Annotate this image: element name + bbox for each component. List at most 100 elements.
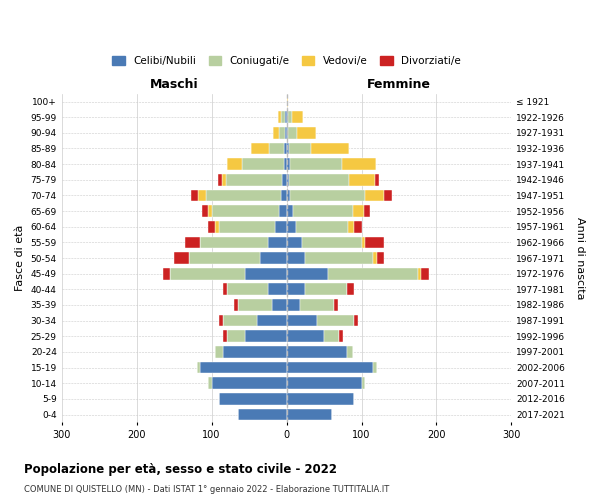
Bar <box>268 236 287 248</box>
Bar <box>305 284 347 295</box>
Bar <box>238 408 287 420</box>
Bar <box>222 174 226 186</box>
Bar <box>273 127 279 138</box>
Bar <box>287 299 300 311</box>
Bar <box>347 346 353 358</box>
Bar <box>238 299 272 311</box>
Bar <box>377 252 384 264</box>
Bar <box>208 221 215 232</box>
Bar <box>285 127 287 138</box>
Bar <box>373 362 377 374</box>
Text: Maschi: Maschi <box>150 78 199 90</box>
Bar <box>287 142 289 154</box>
Bar <box>373 252 377 264</box>
Bar <box>292 112 303 123</box>
Bar <box>284 158 287 170</box>
Bar <box>174 252 189 264</box>
Bar <box>227 284 268 295</box>
Bar <box>288 112 292 123</box>
Bar <box>287 393 354 405</box>
Text: Femmine: Femmine <box>367 78 431 90</box>
Bar <box>418 268 421 280</box>
Bar <box>234 299 238 311</box>
Bar <box>311 142 349 154</box>
Bar <box>296 221 348 232</box>
Bar <box>242 158 284 170</box>
Bar <box>219 221 275 232</box>
Bar <box>189 252 260 264</box>
Bar <box>227 158 242 170</box>
Bar <box>287 112 288 123</box>
Bar <box>365 190 384 202</box>
Bar <box>421 268 429 280</box>
Bar <box>278 112 281 123</box>
Bar <box>364 205 370 217</box>
Bar <box>200 362 287 374</box>
Text: Popolazione per età, sesso e stato civile - 2022: Popolazione per età, sesso e stato civil… <box>24 462 337 475</box>
Bar <box>328 268 418 280</box>
Bar <box>334 299 338 311</box>
Bar <box>353 205 364 217</box>
Bar <box>290 190 365 202</box>
Bar <box>287 158 290 170</box>
Bar <box>269 142 284 154</box>
Bar <box>287 252 305 264</box>
Bar <box>285 112 287 123</box>
Bar <box>287 378 362 389</box>
Bar <box>219 315 223 326</box>
Bar <box>245 330 287 342</box>
Bar <box>287 205 293 217</box>
Bar <box>257 315 287 326</box>
Bar <box>219 393 287 405</box>
Bar <box>287 346 347 358</box>
Bar <box>208 205 212 217</box>
Bar <box>354 315 358 326</box>
Bar <box>215 346 223 358</box>
Bar <box>324 330 339 342</box>
Y-axis label: Fasce di età: Fasce di età <box>15 225 25 291</box>
Bar <box>212 378 287 389</box>
Bar <box>347 284 354 295</box>
Bar <box>362 378 365 389</box>
Bar <box>163 268 170 280</box>
Legend: Celibi/Nubili, Coniugati/e, Vedovi/e, Divorziati/e: Celibi/Nubili, Coniugati/e, Vedovi/e, Di… <box>109 53 464 70</box>
Bar <box>227 330 245 342</box>
Bar <box>290 158 342 170</box>
Bar <box>223 315 257 326</box>
Bar <box>339 330 343 342</box>
Bar <box>287 190 290 202</box>
Bar <box>272 299 287 311</box>
Bar <box>251 142 269 154</box>
Bar <box>287 221 296 232</box>
Bar <box>348 221 354 232</box>
Bar <box>281 190 287 202</box>
Bar <box>260 252 287 264</box>
Bar <box>375 174 379 186</box>
Bar <box>300 299 334 311</box>
Bar <box>354 221 362 232</box>
Bar <box>287 268 328 280</box>
Bar <box>293 205 353 217</box>
Bar <box>297 127 316 138</box>
Bar <box>287 408 332 420</box>
Bar <box>287 315 317 326</box>
Bar <box>208 378 212 389</box>
Bar <box>226 174 282 186</box>
Bar <box>284 142 287 154</box>
Bar <box>302 236 362 248</box>
Bar <box>197 362 200 374</box>
Bar <box>362 236 365 248</box>
Bar <box>223 346 287 358</box>
Bar <box>365 236 384 248</box>
Bar <box>287 236 302 248</box>
Bar <box>289 142 311 154</box>
Bar <box>279 205 287 217</box>
Bar <box>287 284 305 295</box>
Bar <box>275 221 287 232</box>
Bar <box>287 127 288 138</box>
Bar <box>342 158 376 170</box>
Bar <box>305 252 373 264</box>
Bar <box>287 174 289 186</box>
Bar <box>202 205 208 217</box>
Bar <box>185 236 200 248</box>
